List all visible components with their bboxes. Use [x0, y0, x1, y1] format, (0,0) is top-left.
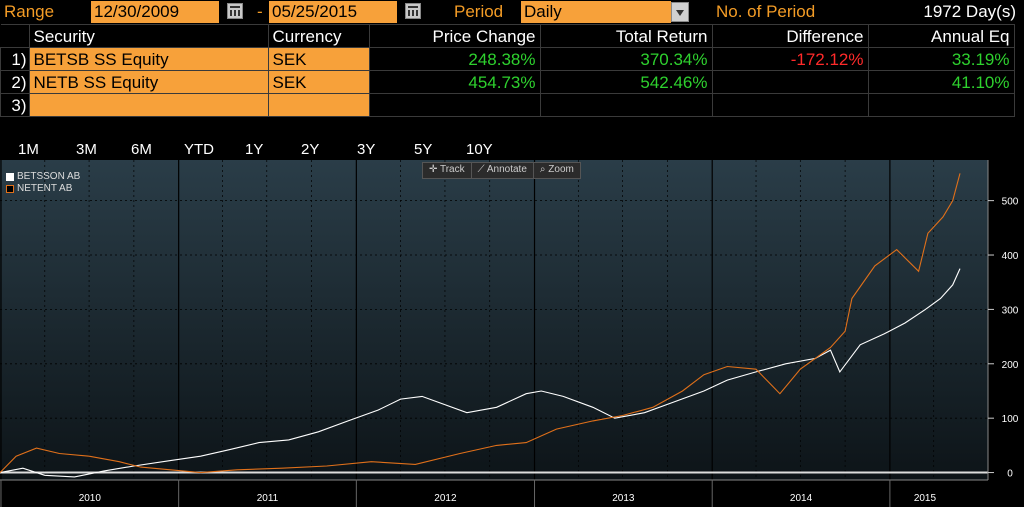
chart-legend: BETSSON AB NETENT AB	[6, 171, 80, 195]
end-calendar-icon[interactable]	[405, 3, 421, 19]
period-select[interactable]: Daily	[521, 1, 671, 23]
period-dropdown-icon[interactable]	[671, 2, 689, 22]
legend-swatch-betsson	[6, 173, 14, 181]
x-tick-label: 2010	[79, 493, 102, 504]
track-label: Track	[439, 164, 465, 175]
price-change-cell	[368, 93, 541, 117]
difference-cell	[711, 70, 869, 94]
legend-item-netent: NETENT AB	[6, 183, 80, 195]
x-tick-label: 2011	[257, 493, 279, 504]
col-total-return: Total Return	[539, 24, 713, 48]
annotate-tool[interactable]: ⟋ Annotate	[472, 163, 534, 178]
total-return-cell: 370.34%	[539, 47, 713, 71]
currency-cell[interactable]	[267, 93, 370, 117]
annual-eq-cell: 33.19%	[867, 47, 1015, 71]
y-tick-label: 400	[1002, 251, 1019, 262]
plot-background	[0, 160, 988, 480]
series-line-netent	[0, 173, 961, 474]
table-row[interactable]: 2) NETB SS Equity SEK 454.73% 542.46% 41…	[0, 70, 1015, 94]
security-cell[interactable]: BETSB SS Equity	[28, 47, 269, 71]
range-bar: Range 12/30/2009 - 05/25/2015 Period Dai…	[0, 0, 1024, 24]
annual-eq-cell	[867, 93, 1015, 117]
y-tick-label: 100	[1002, 414, 1019, 425]
legend-label-betsson: BETSSON AB	[17, 171, 81, 182]
no-of-period-value: 1972 Day(s)	[923, 2, 1016, 21]
legend-item-betsson: BETSSON AB	[6, 171, 80, 183]
period-label: Period	[454, 2, 504, 21]
y-tick-label: 300	[1002, 305, 1019, 316]
y-tick-label: 500	[1002, 197, 1019, 208]
table-row[interactable]: 3)	[0, 93, 1015, 117]
legend-swatch-netent	[6, 185, 14, 193]
x-tick-label: 2013	[612, 493, 635, 504]
security-cell[interactable]	[28, 93, 269, 117]
security-cell[interactable]: NETB SS Equity	[28, 70, 269, 94]
table-row[interactable]: 1) BETSB SS Equity SEK 248.38% 370.34% -…	[0, 47, 1015, 71]
no-of-period-label: No. of Period	[716, 2, 816, 21]
total-return-cell	[539, 93, 713, 117]
chart-toolbar: ✛ Track ⟋ Annotate ⌕ Zoom	[422, 162, 581, 179]
end-date-field[interactable]: 05/25/2015	[269, 1, 397, 23]
tab-ytd[interactable]: YTD	[184, 141, 214, 158]
series-line-betsson	[0, 268, 961, 478]
col-difference: Difference	[711, 24, 869, 48]
difference-cell	[711, 93, 869, 117]
range-dash: -	[257, 2, 263, 21]
x-axis-background	[0, 480, 1024, 507]
tab-10y[interactable]: 10Y	[466, 141, 493, 158]
tab-3m[interactable]: 3M	[76, 141, 97, 158]
col-currency: Currency	[267, 24, 370, 48]
price-change-cell: 454.73%	[368, 70, 541, 94]
y-tick-label: 0	[1007, 469, 1013, 480]
range-label: Range	[4, 2, 55, 21]
annual-eq-cell: 41.10%	[867, 70, 1015, 94]
total-return-cell: 542.46%	[539, 70, 713, 94]
price-change-cell: 248.38%	[368, 47, 541, 71]
row-number: 2)	[0, 70, 30, 94]
performance-chart[interactable]: 0 100 200 300 400 500 2010 2011 2012 2013 2014 201…	[0, 160, 1024, 507]
difference-cell: -172.12%	[711, 47, 869, 71]
annotate-label: Annotate	[486, 164, 527, 175]
legend-label-netent: NETENT AB	[17, 183, 73, 194]
start-calendar-icon[interactable]	[227, 3, 243, 19]
y-tick-label: 200	[1002, 360, 1019, 371]
y-axis-background	[988, 160, 1024, 480]
x-tick-label: 2014	[790, 493, 813, 504]
zoom-label: Zoom	[548, 164, 574, 175]
col-security: Security	[28, 24, 269, 48]
track-tool[interactable]: ✛ Track	[423, 163, 472, 178]
x-tick-label: 2012	[434, 493, 457, 504]
start-date-field[interactable]: 12/30/2009	[91, 1, 219, 23]
tab-2y[interactable]: 2Y	[301, 141, 320, 158]
currency-cell[interactable]: SEK	[267, 47, 370, 71]
tab-1y[interactable]: 1Y	[245, 141, 264, 158]
tab-3y[interactable]: 3Y	[357, 141, 376, 158]
table-header-index	[0, 24, 30, 48]
zoom-tool[interactable]: ⌕ Zoom	[539, 164, 574, 175]
row-number: 1)	[0, 47, 30, 71]
x-tick-label: 2015	[914, 493, 937, 504]
tab-1m[interactable]: 1M	[18, 141, 39, 158]
row-number: 3)	[0, 93, 30, 117]
securities-table: Security Currency Price Change Total Ret…	[0, 24, 1015, 117]
period-tabs: 1M 3M 6M YTD 1Y 2Y 3Y 5Y 10Y	[0, 140, 990, 160]
currency-cell[interactable]: SEK	[267, 70, 370, 94]
table-header-row: Security Currency Price Change Total Ret…	[0, 24, 1015, 48]
col-annual-eq: Annual Eq	[867, 24, 1015, 48]
tab-6m[interactable]: 6M	[131, 141, 152, 158]
tab-5y[interactable]: 5Y	[414, 141, 433, 158]
col-price-change: Price Change	[368, 24, 541, 48]
